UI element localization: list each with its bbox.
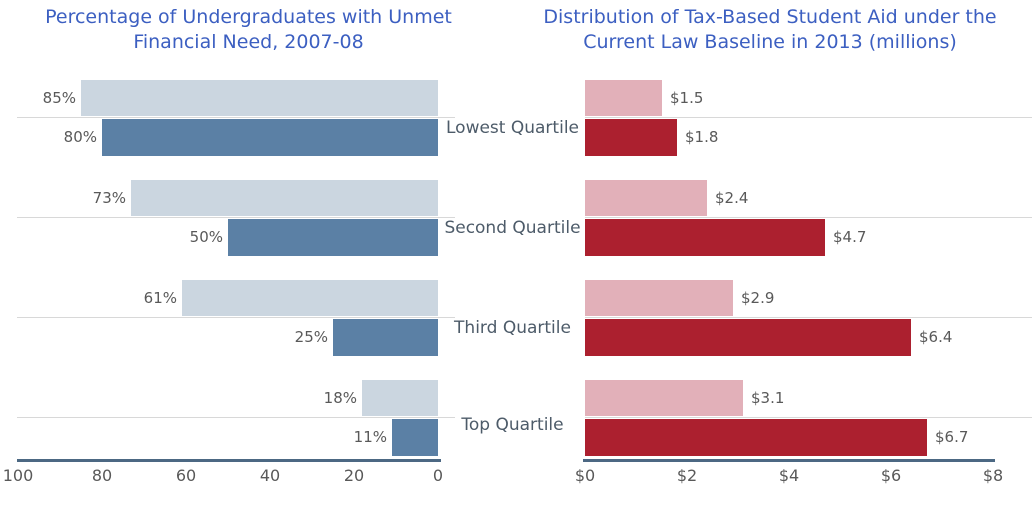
x-axis-tick-label: $0 — [574, 466, 596, 485]
x-axis-tick-label: $2 — [676, 466, 698, 485]
right-chart-title: Distribution of Tax-Based Student Aid un… — [520, 5, 1020, 55]
dark-blue-series-bar — [333, 319, 438, 356]
x-axis-tick-label: 60 — [175, 466, 197, 485]
x-axis-tick-label: 0 — [432, 466, 444, 485]
data-label: $2.9 — [741, 289, 775, 307]
data-label: 73% — [92, 189, 126, 207]
category-gridline — [17, 417, 455, 418]
data-label: $1.8 — [685, 128, 719, 146]
light-blue-series-bar — [182, 280, 438, 316]
light-blue-series-bar — [131, 180, 438, 216]
dark-blue-series-bar — [228, 219, 438, 256]
left-chart-title: Percentage of Undergraduates with Unmet … — [0, 5, 497, 55]
data-label: $6.4 — [919, 328, 953, 346]
category-label-lowest-quartile: Lowest Quartile — [446, 118, 579, 138]
data-label: 80% — [63, 128, 97, 146]
category-gridline — [585, 317, 1032, 318]
x-axis-tick-label: 40 — [259, 466, 281, 485]
x-axis-tick-label: 100 — [2, 466, 34, 485]
x-axis-line — [583, 459, 995, 462]
light-blue-series-bar — [362, 380, 438, 416]
left-chart-title-line2: Financial Need, 2007-08 — [133, 31, 364, 53]
dark-red-series-bar — [585, 219, 825, 256]
data-label: 61% — [143, 289, 177, 307]
data-label: 85% — [42, 89, 76, 107]
pink-series-bar — [585, 280, 733, 316]
data-label: 25% — [294, 328, 328, 346]
x-axis-tick-label: 20 — [343, 466, 365, 485]
data-label: $1.5 — [670, 89, 704, 107]
x-axis-tick-label: 80 — [91, 466, 113, 485]
x-axis-tick-label: $6 — [880, 466, 902, 485]
category-label-third-quartile: Third Quartile — [454, 318, 571, 338]
pink-series-bar — [585, 380, 743, 416]
right-chart-title-line1: Distribution of Tax-Based Student Aid un… — [543, 6, 997, 28]
right-chart-title-line2: Current Law Baseline in 2013 (millions) — [583, 31, 957, 53]
light-blue-series-bar — [81, 80, 438, 116]
data-label: 18% — [323, 389, 357, 407]
category-gridline — [585, 217, 1032, 218]
dark-blue-series-bar — [102, 119, 438, 156]
data-label: 11% — [353, 428, 387, 446]
data-label: 50% — [189, 228, 223, 246]
pink-series-bar — [585, 180, 707, 216]
category-label-second-quartile: Second Quartile — [444, 218, 581, 238]
dark-red-series-bar — [585, 419, 927, 456]
data-label: $4.7 — [833, 228, 867, 246]
data-label: $2.4 — [715, 189, 749, 207]
pink-series-bar — [585, 80, 662, 116]
category-gridline — [585, 417, 1032, 418]
dark-red-series-bar — [585, 319, 911, 356]
category-label-top-quartile: Top Quartile — [461, 415, 564, 435]
dark-blue-series-bar — [392, 419, 438, 456]
data-label: $3.1 — [751, 389, 785, 407]
x-axis-tick-label: $8 — [982, 466, 1004, 485]
category-gridline — [17, 317, 455, 318]
data-label: $6.7 — [935, 428, 969, 446]
category-gridline — [585, 117, 1032, 118]
left-chart-title-line1: Percentage of Undergraduates with Unmet — [45, 6, 452, 28]
dark-red-series-bar — [585, 119, 677, 156]
category-gridline — [17, 217, 455, 218]
x-axis-tick-label: $4 — [778, 466, 800, 485]
category-gridline — [17, 117, 455, 118]
x-axis-line — [17, 459, 441, 462]
